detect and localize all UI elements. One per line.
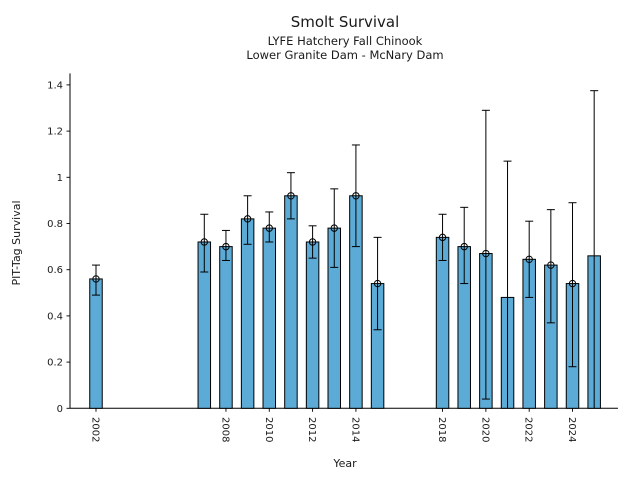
survival-point-marker [92, 275, 100, 283]
survival-point-marker [200, 238, 208, 246]
survival-bar [435, 236, 450, 409]
survival-point-marker [525, 255, 533, 264]
x-tick-label: 2022 [523, 417, 534, 442]
plot-area: 0 0.2 0.4 0.6 0.8 1 1.2 1.4 2002 2008 2010 2012 2014… [47, 73, 618, 442]
survival-point-marker [373, 279, 382, 288]
survival-point-marker [222, 242, 230, 251]
x-tick-label: 2024 [566, 417, 577, 442]
survival-point-marker [460, 242, 468, 251]
survival-point-marker [482, 249, 490, 258]
y-tick-label: 0.8 [47, 219, 63, 230]
survival-bar [89, 278, 103, 409]
survival-point-marker [287, 192, 295, 200]
y-tick-label: 0 [57, 404, 63, 415]
y-tick-label: 1.2 [47, 127, 63, 138]
survival-point-marker [265, 224, 273, 232]
chart-title: Smolt Survival [291, 13, 400, 31]
survival-bar [284, 195, 298, 409]
x-tick-label: 2020 [479, 417, 490, 442]
y-tick-label: 1.4 [47, 80, 63, 91]
survival-point-marker [547, 261, 555, 269]
x-tick-label: 2002 [89, 417, 100, 442]
survival-point-marker [568, 279, 577, 288]
survival-bar [262, 227, 277, 409]
x-tick-label: 2018 [436, 417, 447, 442]
chart-subtitle-species: LYFE Hatchery Fall Chinook [268, 34, 423, 48]
survival-point-marker [438, 233, 447, 242]
survival-point-marker [330, 224, 338, 232]
y-tick-label: 0.6 [47, 265, 63, 276]
survival-bar [219, 246, 233, 409]
y-tick-label: 1 [57, 173, 63, 184]
x-tick-label: 2012 [306, 417, 317, 442]
x-tick-label: 2014 [349, 417, 360, 442]
survival-point-marker [352, 192, 360, 200]
x-axis-title: Year [332, 457, 357, 470]
x-tick-label: 2008 [219, 417, 230, 442]
survival-bar [240, 218, 255, 409]
survival-bar [305, 241, 320, 409]
chart-subtitle-reach: Lower Granite Dam - McNary Dam [246, 48, 443, 62]
x-tick-label: 2010 [263, 417, 274, 442]
y-tick-label: 0.4 [47, 311, 63, 322]
survival-point-marker [308, 238, 317, 246]
y-axis-title: PIT-Tag Survival [10, 200, 23, 285]
y-tick-label: 0.2 [47, 358, 63, 369]
survival-point-marker [243, 215, 252, 223]
